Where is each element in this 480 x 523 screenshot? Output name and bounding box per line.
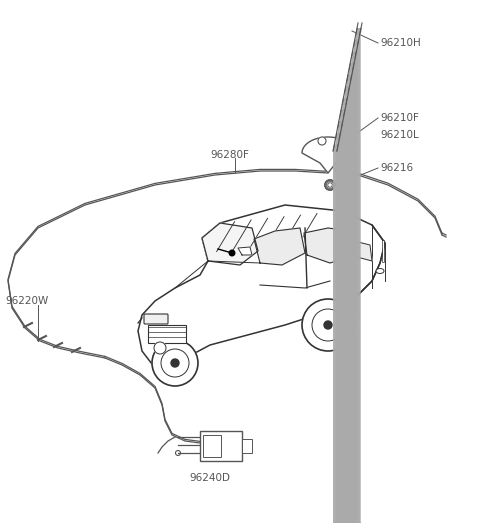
Circle shape (324, 321, 332, 329)
Text: 96210L: 96210L (380, 130, 419, 140)
Circle shape (171, 359, 179, 367)
Text: 96216: 96216 (380, 163, 413, 173)
Text: 96280F: 96280F (210, 150, 249, 160)
Circle shape (328, 183, 332, 187)
Text: 96240D: 96240D (190, 473, 230, 483)
FancyBboxPatch shape (144, 314, 168, 324)
FancyBboxPatch shape (242, 439, 252, 453)
Circle shape (229, 250, 235, 256)
Circle shape (152, 340, 198, 386)
Circle shape (318, 137, 326, 145)
Text: 96210F: 96210F (380, 113, 419, 123)
Circle shape (154, 342, 166, 354)
Polygon shape (238, 247, 252, 255)
Polygon shape (202, 223, 258, 265)
Circle shape (302, 299, 354, 351)
Polygon shape (254, 228, 305, 265)
FancyBboxPatch shape (200, 431, 242, 461)
FancyBboxPatch shape (148, 325, 186, 343)
FancyBboxPatch shape (203, 435, 221, 457)
Polygon shape (138, 205, 385, 368)
Ellipse shape (376, 268, 384, 274)
Circle shape (325, 180, 335, 190)
Polygon shape (354, 241, 372, 261)
Text: 96210H: 96210H (380, 38, 421, 48)
Polygon shape (304, 228, 355, 263)
Polygon shape (302, 137, 354, 173)
Text: 96220W: 96220W (5, 296, 48, 306)
